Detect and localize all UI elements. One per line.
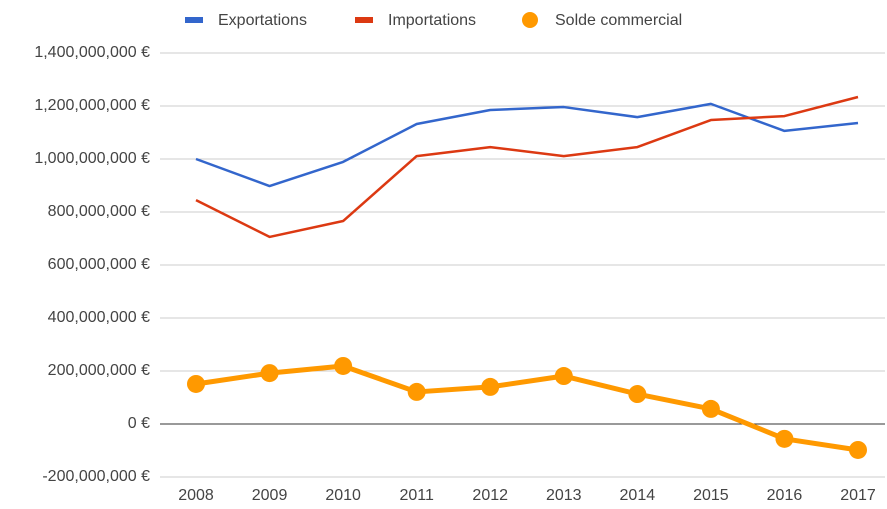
y-tick-label: 200,000,000 €	[48, 362, 150, 379]
y-tick-label: -200,000,000 €	[42, 468, 150, 485]
point	[701, 399, 720, 418]
legend-swatch	[522, 12, 538, 28]
y-tick-label: 1,200,000,000 €	[34, 97, 150, 114]
x-tick-label: 2009	[252, 487, 288, 504]
y-tick-label: 600,000,000 €	[48, 256, 150, 273]
point	[334, 356, 353, 375]
x-tick-label: 2010	[325, 487, 361, 504]
legend-swatch	[355, 17, 373, 23]
x-tick-label: 2016	[767, 487, 803, 504]
point	[481, 377, 500, 396]
x-tick-label: 2011	[399, 487, 434, 504]
series-line	[195, 95, 859, 239]
legend-swatch	[185, 17, 203, 23]
y-tick-label: 1,400,000,000 €	[34, 44, 150, 61]
point	[775, 429, 794, 448]
point	[628, 385, 647, 404]
x-tick-label: 2012	[472, 487, 508, 504]
point	[187, 374, 205, 393]
legend-label: Exportations	[218, 12, 307, 29]
point	[407, 382, 426, 401]
x-tick-label: 2017	[840, 487, 876, 504]
x-tick-label: 2014	[620, 487, 656, 504]
point	[554, 367, 573, 386]
y-tick-label: 800,000,000 €	[48, 203, 150, 220]
series-line	[195, 102, 859, 188]
y-tick-label: 1,000,000,000 €	[34, 150, 150, 167]
x-tick-label: 2008	[178, 487, 214, 504]
y-tick-label: 0 €	[128, 415, 150, 432]
legend-label: Solde commercial	[555, 12, 682, 29]
point	[260, 364, 279, 383]
x-tick-label: 2015	[693, 487, 729, 504]
y-tick-label: 400,000,000 €	[48, 309, 150, 326]
legend-label: Importations	[388, 12, 476, 29]
x-tick-label: 2013	[546, 487, 582, 504]
point	[849, 440, 867, 459]
series-line	[195, 363, 859, 453]
